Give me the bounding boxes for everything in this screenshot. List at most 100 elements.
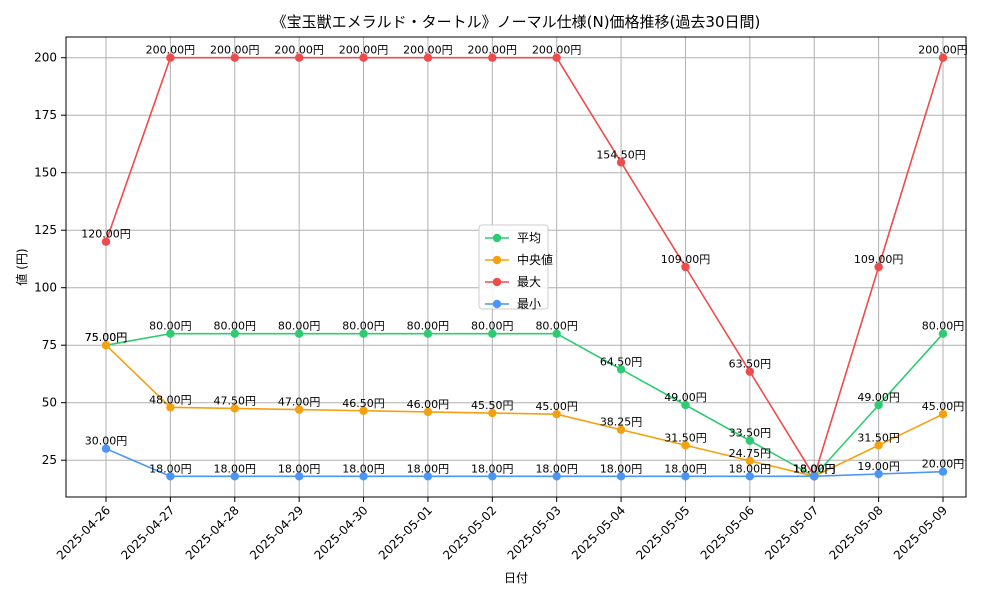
data-label: 200.00円 [146, 44, 196, 57]
series-lines [101, 53, 948, 481]
data-point [874, 469, 883, 479]
data-label: 75.00円 [85, 331, 128, 344]
data-point [101, 444, 111, 453]
data-label: 45.00円 [922, 400, 965, 413]
data-point [294, 53, 304, 62]
data-label: 18.00円 [471, 462, 514, 475]
data-point [488, 329, 497, 338]
data-point [745, 472, 755, 481]
data-label: 200.00円 [403, 44, 453, 57]
data-point [423, 329, 433, 338]
data-point [230, 53, 239, 62]
legend-label: 最大 [517, 275, 541, 289]
data-label: 18.00円 [793, 462, 836, 475]
data-point [230, 472, 239, 481]
series-line [105, 56, 944, 479]
x-tick-label: 2025-05-08 [827, 503, 886, 562]
legend-label: 最小 [517, 297, 541, 311]
data-label: 18.00円 [664, 462, 707, 475]
data-point [488, 472, 497, 481]
data-point [874, 262, 883, 272]
data-label: 18.00円 [342, 462, 385, 475]
data-label: 80.00円 [407, 320, 450, 333]
data-point [488, 53, 497, 62]
data-label: 80.00円 [535, 320, 578, 333]
x-tick-label: 2025-04-26 [54, 503, 113, 562]
y-tick-label: 125 [34, 223, 57, 237]
legend-swatch-marker [492, 299, 502, 309]
data-point [681, 472, 690, 481]
data-point [359, 53, 368, 62]
data-label: 48.00円 [149, 393, 192, 406]
data-label: 80.00円 [214, 320, 257, 333]
y-tick-label: 75 [42, 338, 57, 352]
series-line [105, 344, 944, 478]
data-point [423, 53, 433, 62]
data-label: 109.00円 [854, 253, 904, 266]
data-point [423, 407, 433, 417]
data-label: 200.00円 [339, 44, 389, 57]
data-label: 19.00円 [857, 460, 900, 473]
x-axis-title: 日付 [504, 571, 528, 585]
data-point [101, 341, 111, 350]
data-label: 80.00円 [342, 320, 385, 333]
data-point [294, 405, 304, 414]
x-tick-label: 2025-05-09 [891, 503, 950, 562]
chart-title: 《宝玉獣エメラルド・タートル》ノーマル仕様(N)価格推移(過去30日間) [272, 13, 761, 31]
data-label: 200.00円 [274, 44, 324, 57]
y-tick-label: 150 [34, 166, 57, 180]
x-tick-label: 2025-04-30 [311, 503, 370, 562]
data-label: 200.00円 [468, 44, 518, 57]
data-label: 18.00円 [793, 462, 836, 475]
legend-swatch-marker [492, 255, 502, 265]
data-point [230, 404, 239, 413]
data-point [359, 472, 368, 481]
y-axis-title: 値 (円) [14, 248, 29, 285]
data-point [359, 329, 368, 338]
data-label: 200.00円 [532, 44, 582, 57]
data-point [166, 329, 175, 338]
data-label: 63.50円 [729, 358, 772, 371]
data-point [938, 329, 948, 338]
legend-box [478, 224, 549, 310]
data-label: 45.50円 [471, 399, 514, 412]
legend-label: 平均 [517, 231, 541, 245]
data-point [294, 472, 304, 481]
data-point [616, 472, 626, 481]
series-line [105, 447, 944, 478]
data-point [745, 367, 755, 376]
legend-swatch-marker [492, 277, 502, 287]
data-label: 33.50円 [729, 427, 772, 440]
x-tick-label: 2025-04-29 [247, 503, 306, 562]
x-tick-label: 2025-05-06 [698, 503, 757, 562]
data-point [616, 158, 626, 167]
data-point [359, 406, 368, 415]
data-point [230, 329, 239, 338]
data-label: 20.00円 [922, 458, 965, 471]
data-point [166, 472, 175, 481]
y-tick-label: 200 [34, 51, 57, 65]
data-point [552, 472, 561, 481]
data-label: 18.00円 [149, 462, 192, 475]
data-label: 18.00円 [600, 462, 643, 475]
data-label: 31.50円 [857, 431, 900, 444]
data-point [681, 400, 690, 410]
data-point [616, 425, 626, 434]
data-label: 18.00円 [407, 462, 450, 475]
series-line [105, 332, 944, 478]
data-point [616, 365, 626, 374]
data-label: 45.00円 [535, 400, 578, 413]
data-label: 30.00円 [85, 435, 128, 448]
data-label: 24.75円 [729, 447, 772, 460]
data-point [423, 472, 433, 481]
data-label: 49.00円 [664, 391, 707, 404]
y-tick-label: 100 [34, 281, 57, 295]
data-point [552, 410, 561, 419]
data-label: 18.00円 [793, 462, 836, 475]
data-label: 80.00円 [149, 320, 192, 333]
data-label: 18.00円 [793, 462, 836, 475]
x-tick-label: 2025-05-02 [440, 503, 499, 562]
data-point [488, 408, 497, 418]
